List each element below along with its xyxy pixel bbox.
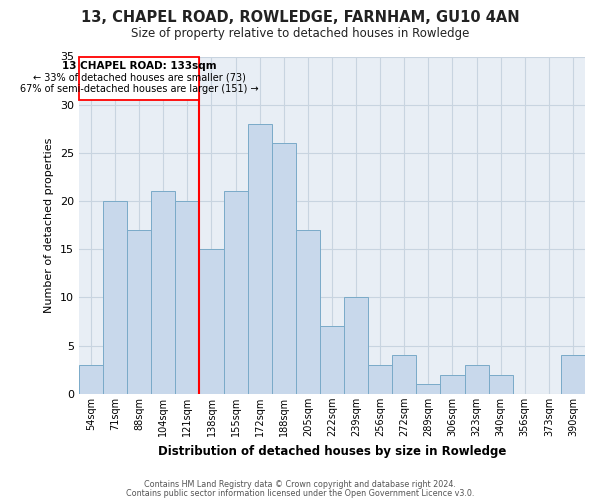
Bar bbox=[368, 365, 392, 394]
Bar bbox=[296, 230, 320, 394]
Text: Contains public sector information licensed under the Open Government Licence v3: Contains public sector information licen… bbox=[126, 488, 474, 498]
Bar bbox=[127, 230, 151, 394]
Bar bbox=[199, 250, 224, 394]
Y-axis label: Number of detached properties: Number of detached properties bbox=[44, 138, 55, 313]
X-axis label: Distribution of detached houses by size in Rowledge: Distribution of detached houses by size … bbox=[158, 444, 506, 458]
Text: Contains HM Land Registry data © Crown copyright and database right 2024.: Contains HM Land Registry data © Crown c… bbox=[144, 480, 456, 489]
Text: 13, CHAPEL ROAD, ROWLEDGE, FARNHAM, GU10 4AN: 13, CHAPEL ROAD, ROWLEDGE, FARNHAM, GU10… bbox=[80, 10, 520, 25]
Text: 13 CHAPEL ROAD: 133sqm: 13 CHAPEL ROAD: 133sqm bbox=[62, 62, 217, 72]
Text: Size of property relative to detached houses in Rowledge: Size of property relative to detached ho… bbox=[131, 28, 469, 40]
Bar bbox=[488, 374, 513, 394]
Bar bbox=[440, 374, 464, 394]
FancyBboxPatch shape bbox=[79, 56, 199, 100]
Bar bbox=[344, 298, 368, 394]
Bar bbox=[248, 124, 272, 394]
Bar bbox=[103, 201, 127, 394]
Bar bbox=[175, 201, 199, 394]
Bar bbox=[416, 384, 440, 394]
Bar bbox=[320, 326, 344, 394]
Text: 67% of semi-detached houses are larger (151) →: 67% of semi-detached houses are larger (… bbox=[20, 84, 259, 94]
Text: ← 33% of detached houses are smaller (73): ← 33% of detached houses are smaller (73… bbox=[33, 73, 245, 83]
Bar bbox=[224, 192, 248, 394]
Bar bbox=[79, 365, 103, 394]
Bar bbox=[392, 356, 416, 394]
Bar bbox=[151, 192, 175, 394]
Bar bbox=[464, 365, 488, 394]
Bar bbox=[561, 356, 585, 394]
Bar bbox=[272, 144, 296, 394]
